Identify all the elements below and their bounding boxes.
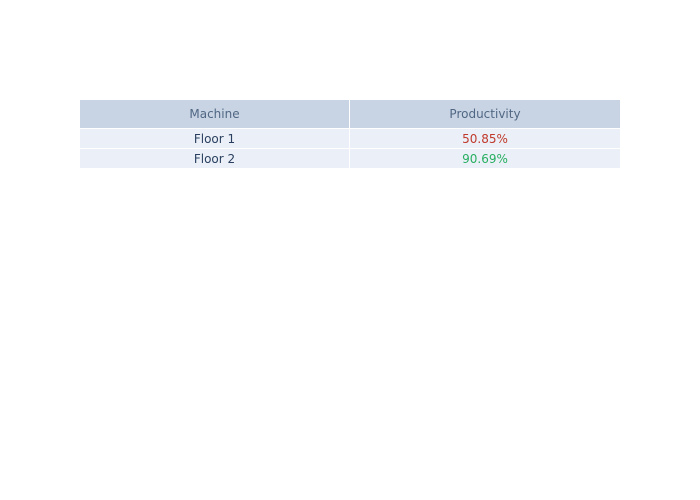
table-header-row: Machine Productivity bbox=[80, 100, 620, 128]
cell-productivity: 50.85% bbox=[350, 128, 620, 148]
header-machine: Machine bbox=[80, 100, 350, 128]
cell-machine: Floor 2 bbox=[80, 148, 350, 168]
table-row: Floor 2 90.69% bbox=[80, 148, 620, 168]
header-productivity: Productivity bbox=[350, 100, 620, 128]
productivity-table: Machine Productivity Floor 1 50.85% Floo… bbox=[80, 100, 620, 168]
cell-machine: Floor 1 bbox=[80, 128, 350, 148]
cell-productivity: 90.69% bbox=[350, 148, 620, 168]
table-row: Floor 1 50.85% bbox=[80, 128, 620, 148]
